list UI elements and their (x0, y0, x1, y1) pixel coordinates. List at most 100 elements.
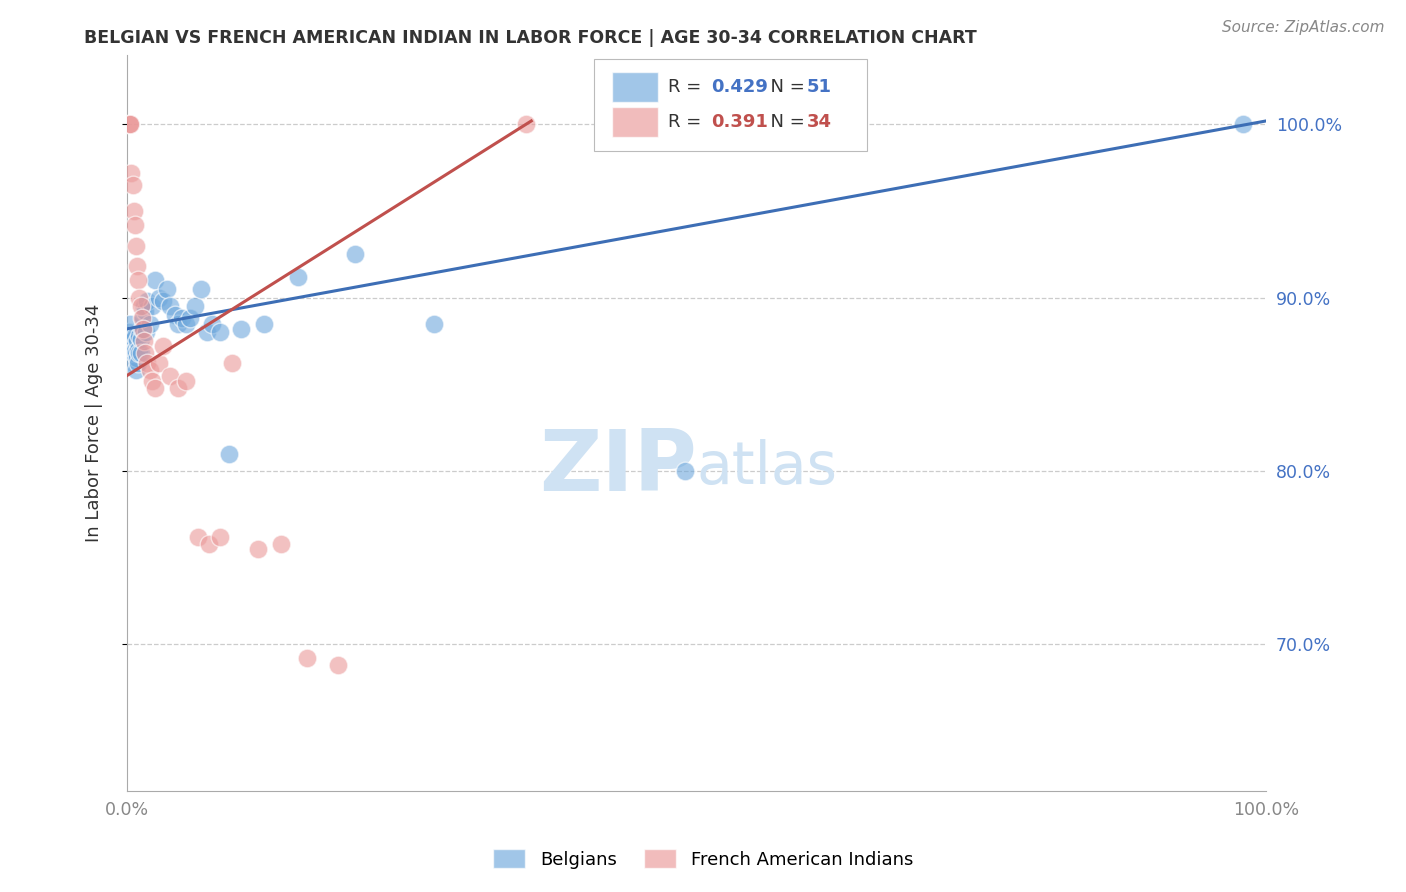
Point (270, 536, 292, 550)
Point (121, 343, 143, 357)
Point (122, 204, 145, 219)
Point (118, 326, 141, 340)
Point (125, 238, 148, 252)
Point (125, 346, 148, 360)
Point (159, 368, 181, 383)
Point (129, 299, 152, 313)
Point (124, 328, 146, 343)
Point (136, 294, 159, 309)
Point (209, 326, 232, 340)
Point (343, 247, 366, 261)
Point (134, 304, 156, 318)
Point (131, 311, 153, 326)
Text: R =: R = (668, 113, 707, 131)
Point (132, 322, 155, 336)
Point (128, 346, 150, 360)
Point (186, 530, 208, 544)
Point (124, 343, 146, 357)
Point (141, 299, 163, 313)
Point (136, 356, 159, 370)
Point (201, 317, 224, 331)
Point (218, 446, 240, 460)
Point (190, 282, 212, 296)
Point (132, 299, 155, 313)
Point (138, 363, 160, 377)
Point (167, 381, 190, 395)
Point (252, 317, 274, 331)
Point (132, 334, 155, 348)
Point (148, 291, 170, 305)
Point (246, 541, 269, 556)
Point (134, 346, 156, 360)
Point (138, 317, 160, 331)
Point (128, 328, 150, 343)
Point (145, 381, 167, 395)
Point (127, 273, 149, 287)
Point (326, 657, 349, 672)
FancyBboxPatch shape (612, 107, 658, 136)
Point (229, 322, 252, 336)
Point (198, 536, 221, 550)
Point (129, 332, 152, 346)
Point (145, 273, 167, 287)
Point (287, 269, 309, 284)
Point (673, 464, 696, 478)
Point (132, 311, 155, 326)
Point (121, 166, 143, 180)
Point (122, 346, 145, 360)
Point (122, 332, 145, 346)
Point (129, 346, 152, 360)
Point (135, 326, 157, 340)
Point (127, 343, 149, 357)
Point (184, 299, 207, 313)
Legend: Belgians, French American Indians: Belgians, French American Indians (485, 842, 921, 876)
Point (124, 218, 146, 232)
Text: ZIP: ZIP (538, 425, 696, 509)
Point (127, 351, 149, 366)
Point (174, 374, 197, 388)
Point (209, 530, 232, 544)
Point (127, 260, 149, 274)
Point (125, 363, 148, 377)
Y-axis label: In Labor Force | Age 30-34: In Labor Force | Age 30-34 (86, 304, 103, 542)
Point (128, 291, 150, 305)
Point (221, 356, 243, 370)
Point (127, 334, 149, 348)
Text: 0.429: 0.429 (711, 78, 768, 95)
FancyBboxPatch shape (612, 72, 658, 102)
FancyBboxPatch shape (593, 59, 868, 151)
Point (120, 117, 142, 131)
Text: N =: N = (759, 113, 811, 131)
Point (163, 308, 186, 322)
Point (141, 374, 163, 388)
Text: R =: R = (668, 78, 707, 95)
Point (121, 328, 143, 343)
Point (295, 651, 318, 665)
Point (174, 317, 197, 331)
Point (121, 178, 143, 192)
Point (170, 311, 193, 326)
Text: N =: N = (759, 78, 811, 95)
Point (118, 117, 141, 131)
Point (152, 294, 174, 309)
Point (148, 356, 170, 370)
Point (121, 356, 143, 370)
Text: Source: ZipAtlas.com: Source: ZipAtlas.com (1222, 20, 1385, 35)
Point (121, 339, 143, 353)
Point (195, 326, 218, 340)
Text: 34: 34 (807, 113, 832, 131)
Text: 0.391: 0.391 (711, 113, 768, 131)
Text: atlas: atlas (696, 439, 838, 496)
Point (156, 282, 179, 296)
Text: BELGIAN VS FRENCH AMERICAN INDIAN IN LABOR FORCE | AGE 30-34 CORRELATION CHART: BELGIAN VS FRENCH AMERICAN INDIAN IN LAB… (84, 29, 977, 46)
Text: 51: 51 (807, 78, 832, 95)
Point (131, 322, 153, 336)
Point (152, 339, 174, 353)
Point (120, 117, 142, 131)
Point (167, 317, 190, 331)
Point (159, 299, 181, 313)
Point (127, 356, 149, 370)
Point (120, 317, 142, 331)
Point (515, 117, 537, 131)
Point (179, 311, 201, 326)
